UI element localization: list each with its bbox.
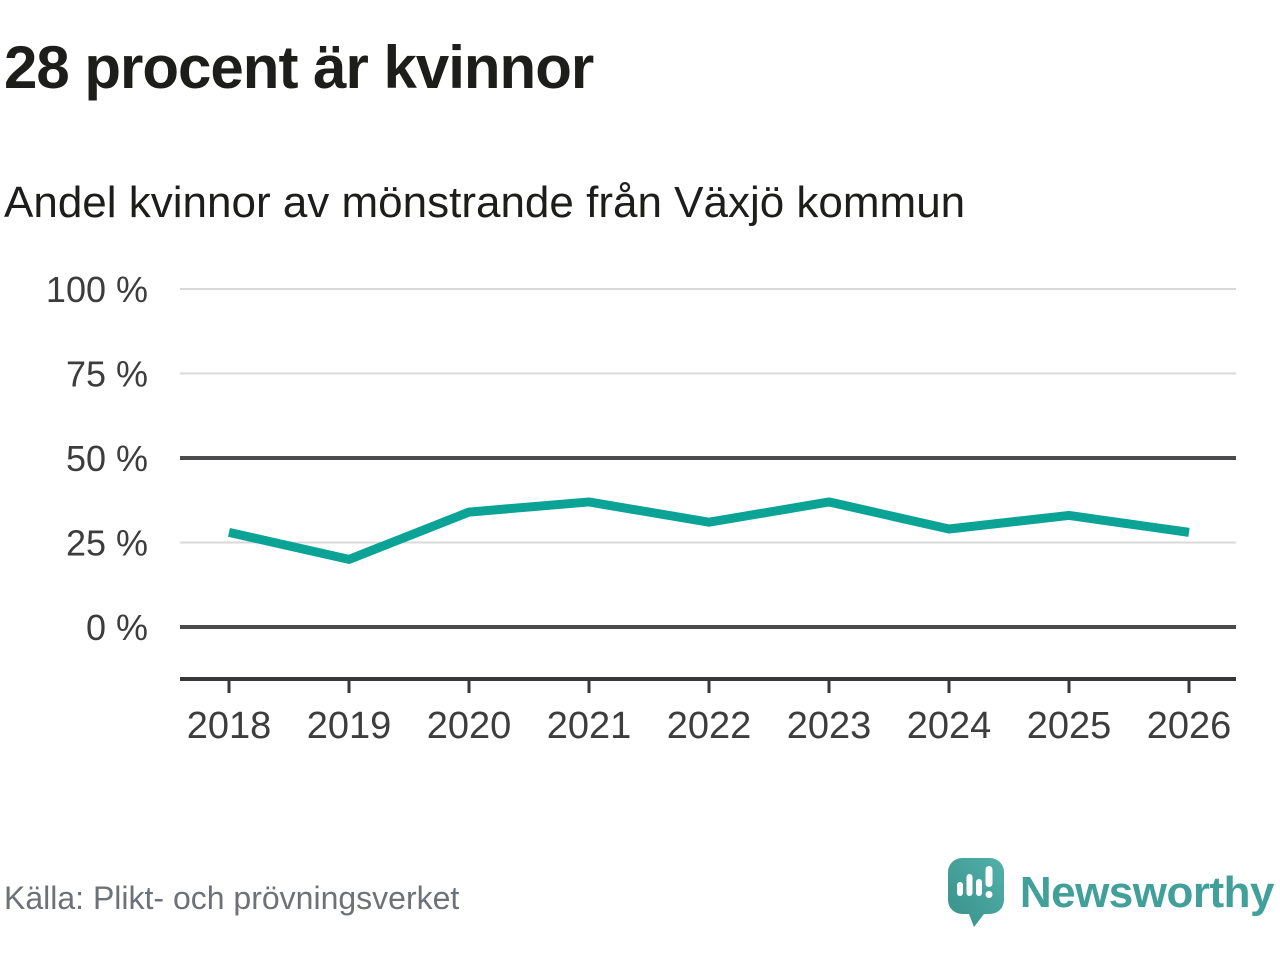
source-caption: Källa: Plikt- och prövningsverket (4, 880, 460, 916)
x-axis-tick-label: 2022 (667, 705, 752, 747)
line-chart: 100 % 75 % 50 % 25 % 0 % 2018 2019 2020 2021 2022… (46, 269, 1236, 747)
x-axis-tick-label: 2024 (907, 705, 992, 747)
x-axis-tick-label: 2026 (1147, 705, 1232, 747)
x-axis-tick-label: 2019 (307, 705, 392, 747)
brand-wordmark: Newsworthy (1019, 868, 1275, 917)
brand-logo: Newsworthy (947, 858, 1275, 928)
x-axis-tick-label: 2020 (427, 705, 512, 747)
chart-subtitle: Andel kvinnor av mönstrande från Växjö k… (4, 178, 966, 227)
y-axis-tick-label: 100 % (46, 269, 148, 310)
x-axis-tick-label: 2023 (787, 705, 872, 747)
plot-area: 100 % 75 % 50 % 25 % 0 % 2018 2019 2020 2021 2022… (46, 269, 1236, 747)
x-axis-tick-label: 2025 (1027, 705, 1112, 747)
y-axis-tick-label: 50 % (66, 438, 148, 479)
x-axis-tick-label: 2021 (547, 705, 632, 747)
y-axis-tick-label: 0 % (86, 607, 148, 648)
chart-title: 28 procent är kvinnor (4, 34, 594, 101)
y-axis-tick-label: 75 % (66, 354, 148, 395)
data-line-andel-kvinnor (228, 497, 1190, 564)
y-axis-tick-label: 25 % (66, 523, 148, 564)
x-axis-tick-label: 2018 (187, 705, 272, 747)
newsworthy-speech-bubble-bar-chart-icon (947, 858, 1004, 927)
